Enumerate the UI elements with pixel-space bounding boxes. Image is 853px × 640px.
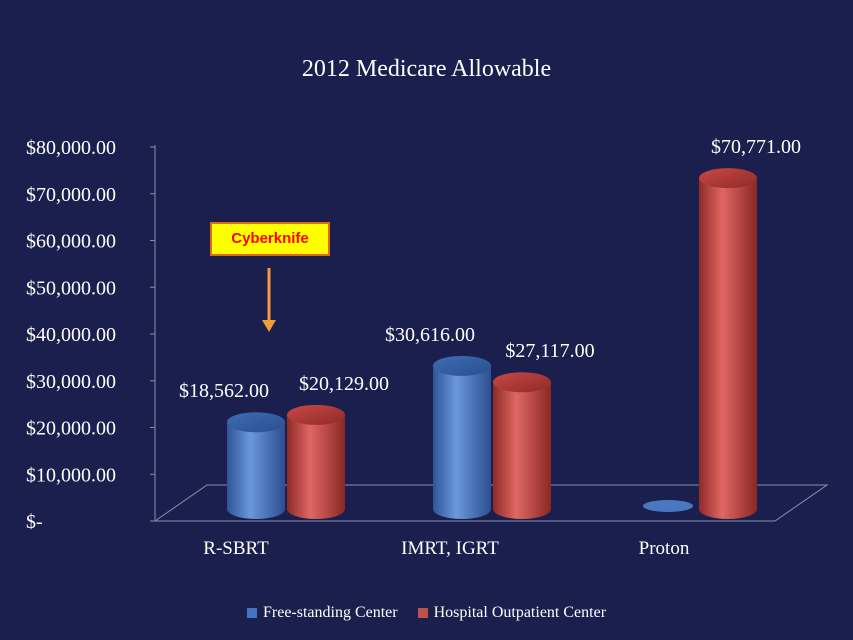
cyberknife-callout: Cyberknife	[210, 222, 330, 256]
bar	[433, 365, 491, 519]
x-category-label: IMRT, IGRT	[401, 538, 499, 559]
y-tick-label: $30,000.00	[26, 371, 116, 393]
data-label: $18,562.00	[179, 380, 269, 402]
legend-swatch-blue	[246, 608, 257, 618]
bars	[227, 168, 757, 519]
bar-top-cap	[699, 168, 757, 189]
y-tick-label: $-	[26, 511, 43, 533]
legend: Free-standing Center Hospital Outpatient…	[0, 604, 853, 623]
x-category-label: Proton	[639, 538, 690, 559]
bar	[227, 422, 285, 519]
bar	[493, 382, 551, 519]
data-label: $20,129.00	[299, 373, 389, 395]
bar-top-cap	[433, 355, 491, 376]
legend-label: Hospital Outpatient Center	[433, 604, 607, 621]
bar	[699, 178, 757, 519]
x-category-label: R-SBRT	[203, 538, 269, 559]
x-axis-categories: R-SBRT IMRT, IGRT Proton	[203, 538, 690, 559]
data-labels: $18,562.00 $20,129.00 $30,616.00 $27,117.00…	[179, 136, 801, 402]
data-label: $70,771.00	[711, 136, 801, 158]
legend-item-free-standing: Free-standing Center	[246, 604, 398, 622]
bar-zero-cap	[643, 500, 693, 512]
callout-arrow-head	[262, 320, 276, 332]
bar-top-cap	[493, 372, 551, 393]
bar	[287, 414, 345, 519]
legend-swatch-red	[417, 608, 428, 618]
y-tick-label: $20,000.00	[26, 418, 116, 440]
y-tick-label: $40,000.00	[26, 324, 116, 346]
legend-label: Free-standing Center	[262, 604, 398, 621]
bar-top-cap	[287, 404, 345, 425]
data-label: $30,616.00	[385, 324, 475, 346]
y-axis-ticks: $- $10,000.00 $20,000.00 $30,000.00 $40,000.…	[26, 137, 155, 533]
y-tick-label: $60,000.00	[26, 231, 116, 253]
y-tick-label: $70,000.00	[26, 184, 116, 206]
data-label: $27,117.00	[505, 340, 594, 362]
bar-top-cap	[227, 412, 285, 433]
y-tick-label: $80,000.00	[26, 137, 116, 159]
chart-floor	[153, 484, 829, 522]
y-tick-label: $10,000.00	[26, 464, 116, 486]
chart-title: 2012 Medicare Allowable	[301, 56, 552, 82]
legend-item-hospital: Hospital Outpatient Center	[417, 604, 607, 622]
y-tick-label: $50,000.00	[26, 277, 116, 299]
